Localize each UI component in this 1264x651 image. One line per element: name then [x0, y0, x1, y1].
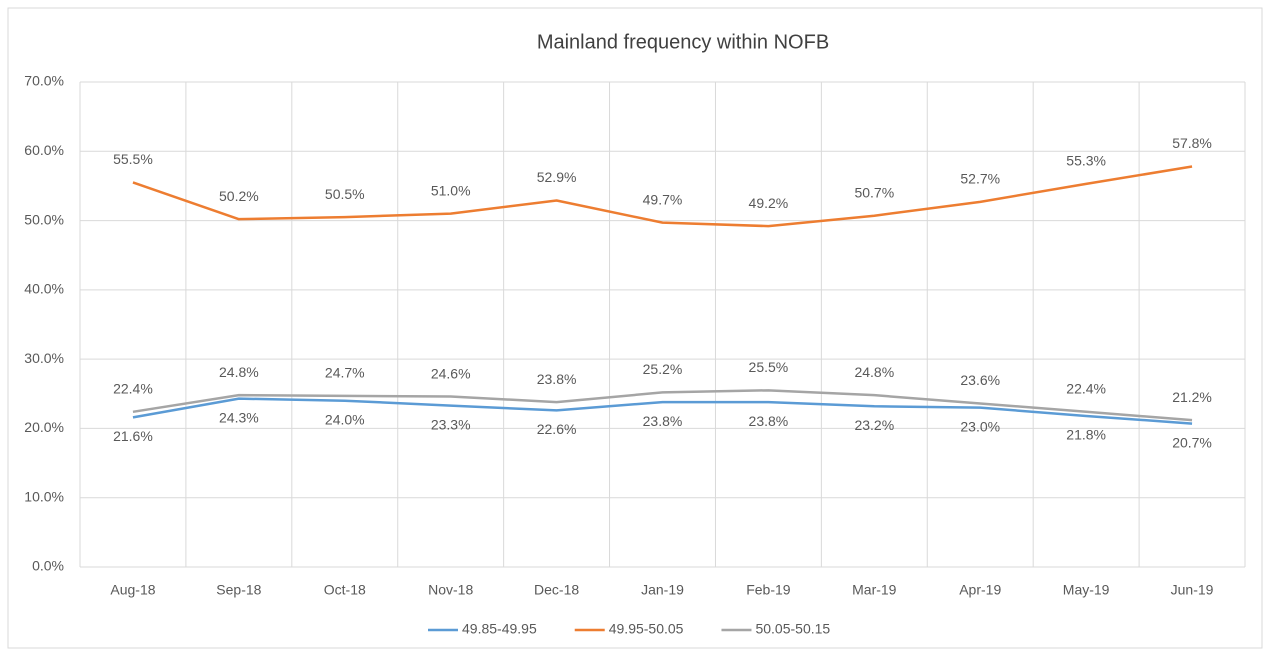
- y-tick-label: 70.0%: [24, 73, 64, 89]
- data-label: 24.8%: [854, 364, 894, 380]
- data-label: 20.7%: [1172, 434, 1212, 450]
- data-label: 51.0%: [431, 182, 471, 198]
- data-label: 22.4%: [1066, 381, 1106, 397]
- x-tick-label: Jan-19: [641, 582, 684, 598]
- data-label: 50.2%: [219, 188, 259, 204]
- series-line: [132, 165, 1193, 228]
- y-tick-label: 60.0%: [24, 142, 64, 158]
- series-line: [132, 397, 1193, 425]
- y-tick-label: 10.0%: [24, 488, 64, 504]
- y-tick-label: 30.0%: [24, 350, 64, 366]
- data-label: 24.6%: [431, 365, 471, 381]
- series-line: [132, 389, 1193, 422]
- x-tick-label: Feb-19: [746, 582, 791, 598]
- data-label: 23.8%: [643, 413, 683, 429]
- data-label: 24.8%: [219, 364, 259, 380]
- chart-frame: [7, 7, 1263, 649]
- data-label: 55.3%: [1066, 153, 1106, 169]
- x-tick-label: Dec-18: [534, 582, 579, 598]
- data-label: 23.8%: [749, 413, 789, 429]
- data-label: 52.7%: [960, 171, 1000, 187]
- x-tick-label: Nov-18: [428, 582, 473, 598]
- data-label: 23.8%: [537, 371, 577, 387]
- legend-label: 50.05-50.15: [755, 621, 830, 637]
- y-tick-label: 0.0%: [32, 558, 64, 574]
- data-label: 21.2%: [1172, 389, 1212, 405]
- legend-label: 49.95-50.05: [609, 621, 684, 637]
- data-label: 49.2%: [749, 195, 789, 211]
- data-label: 23.2%: [854, 417, 894, 433]
- y-tick-label: 20.0%: [24, 419, 64, 435]
- data-label: 23.6%: [960, 372, 1000, 388]
- data-label: 24.7%: [325, 365, 365, 381]
- data-label: 50.5%: [325, 186, 365, 202]
- data-label: 49.7%: [643, 191, 683, 207]
- data-label: 23.3%: [431, 416, 471, 432]
- x-tick-label: Sep-18: [216, 582, 261, 598]
- x-tick-label: Oct-18: [324, 582, 366, 598]
- x-tick-label: Mar-19: [852, 582, 897, 598]
- data-label: 24.3%: [219, 409, 259, 425]
- chart-title: Mainland frequency within NOFB: [537, 31, 829, 53]
- data-label: 55.5%: [113, 151, 153, 167]
- data-label: 52.9%: [537, 169, 577, 185]
- data-label: 25.2%: [643, 361, 683, 377]
- y-tick-label: 50.0%: [24, 211, 64, 227]
- legend-label: 49.85-49.95: [462, 621, 537, 637]
- data-label: 25.5%: [749, 359, 789, 375]
- y-tick-label: 40.0%: [24, 281, 64, 297]
- data-label: 50.7%: [854, 184, 894, 200]
- data-label: 22.6%: [537, 421, 577, 437]
- data-label: 21.8%: [1066, 427, 1106, 443]
- x-tick-label: Jun-19: [1171, 582, 1214, 598]
- data-label: 23.0%: [960, 418, 1000, 434]
- x-tick-label: Apr-19: [959, 582, 1001, 598]
- x-tick-label: Aug-18: [110, 582, 155, 598]
- data-label: 22.4%: [113, 381, 153, 397]
- x-tick-label: May-19: [1063, 582, 1110, 598]
- data-label: 21.6%: [113, 428, 153, 444]
- data-label: 24.0%: [325, 411, 365, 427]
- data-label: 57.8%: [1172, 135, 1212, 151]
